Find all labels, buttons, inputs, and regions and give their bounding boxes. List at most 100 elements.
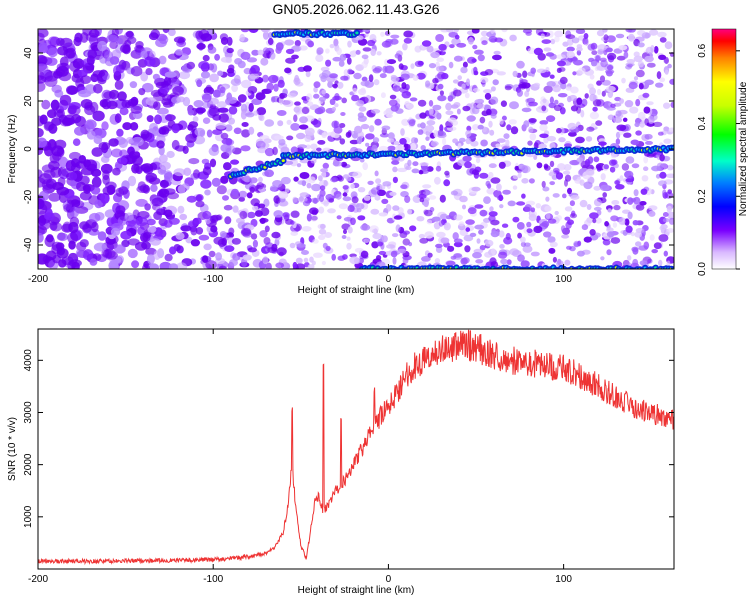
spectrogram-cell [187,109,195,116]
spectrogram-cell [593,156,600,163]
spectrogram-cell [563,170,571,175]
spectrogram-cell [336,215,342,220]
spectrogram-cell [370,108,381,114]
spectrogram-cell [472,88,480,92]
spectrogram-cell [445,110,454,116]
spectrogram-cell [390,76,400,82]
colorbar: 0.0 0.2 0.4 0.6 Normalized spectral amplitu… [697,28,749,276]
spectrogram-cell [332,161,343,167]
spectrogram-cell [381,235,388,243]
snr-series-line [38,329,674,566]
spectrogram-cell [608,232,614,239]
spectrogram-cell [339,53,347,62]
spectrogram-cell [623,51,629,59]
spectrogram-cell [196,43,206,50]
spectrogram-cell [368,74,374,82]
spectrogram-cell [528,178,535,184]
spectrogram-cell [290,231,299,237]
spectrogram-cell [195,200,205,208]
spectrogram-cell [427,252,433,258]
spectrogram-cell [590,42,598,50]
spectrogram-cell [56,186,70,196]
spectrogram-cell [437,71,446,80]
spectrogram-cell [216,214,223,221]
spectrogram-cell [271,231,281,239]
spectrogram-cell [67,105,81,116]
spectrogram-cell [648,210,656,217]
spectrogram-cell [450,104,459,109]
spectrogram-cell [255,138,264,147]
spectrogram-cell [212,89,221,98]
spectrogram-cell [559,76,568,84]
spectrogram-cell [89,258,98,266]
spectrogram-cell [138,88,146,96]
spectrogram-cell [453,29,459,33]
spectrogram-cell [319,72,328,79]
spectrogram-cell [440,237,450,244]
spectrogram-cell [387,145,396,151]
spectrogram-cell [496,71,506,76]
spectrogram-cell [215,252,223,261]
spectrogram-cell [548,247,556,254]
spectrogram-cell [384,30,391,36]
spectrogram-cell [114,113,122,124]
spectrogram-cell [196,79,203,88]
spectrogram-cell [70,163,81,173]
spectrogram-cell [465,227,471,232]
spectrogram-cell [301,180,307,187]
spectrogram-cell [320,223,326,230]
spectrogram-cell [599,75,606,83]
spectrogram-cell [376,51,382,56]
spectrogram-cell [59,94,72,106]
spectrogram-cell [43,121,54,132]
spectrogram-cell [173,36,186,43]
spectrogram-cell [467,207,477,215]
colorbar-tick-label: 0.4 [697,116,708,130]
spectrogram-cell [386,59,397,65]
spectrogram-cell [192,116,199,123]
spectrogram-cell [354,125,363,134]
spectrogram-cell [230,78,242,86]
spectrogram-cell [418,233,426,239]
spectrogram-cell [421,40,432,47]
spectrogram-cell [566,50,575,59]
spectrogram-cell [635,69,645,78]
spectrogram-cell [154,227,163,237]
spectrogram-cell [337,81,344,89]
spectrogram-cell [610,153,618,159]
spectrogram-cell [607,90,614,98]
spectrogram-cell [361,61,368,69]
spectrogram-cell [483,196,491,205]
spectrogram-cell [352,87,358,94]
spectrogram-cell [619,175,624,182]
spectrogram-cell [566,46,575,52]
spectrogram-cell [658,54,667,60]
spectrogram-cell [240,51,251,61]
spectrogram-cell [624,100,634,108]
snr-x-label: Height of straight line (km) [298,585,415,596]
spectrogram-cell [213,236,225,245]
spectrogram-cell [645,46,654,55]
spectrogram-cell [166,150,175,159]
spectrogram-cell [345,176,352,182]
spectrogram-cell [385,204,392,212]
spectrogram-cell [257,176,263,183]
spectrogram-cell [507,200,516,207]
spectrogram-cell [175,49,183,56]
spectrogram-cell [662,212,669,217]
spectrogram-cell [261,29,271,33]
spectrogram-cell [484,69,494,76]
spectrogram-cell [286,135,294,141]
spectrogram-cell [472,252,482,259]
spectrogram-cell [657,131,664,136]
spectrogram-cell [552,84,561,93]
spectrogram-cell [557,93,568,98]
spectrogram-cell [294,105,302,114]
spectrogram-cell [521,165,529,174]
spectrogram-cell [466,115,476,122]
spectrogram-cell [460,66,468,74]
spectrogram-cell [400,128,405,136]
spectrogram-cell [419,162,429,167]
spectrogram-cell [245,112,255,118]
spectrogram-cell [144,56,156,67]
